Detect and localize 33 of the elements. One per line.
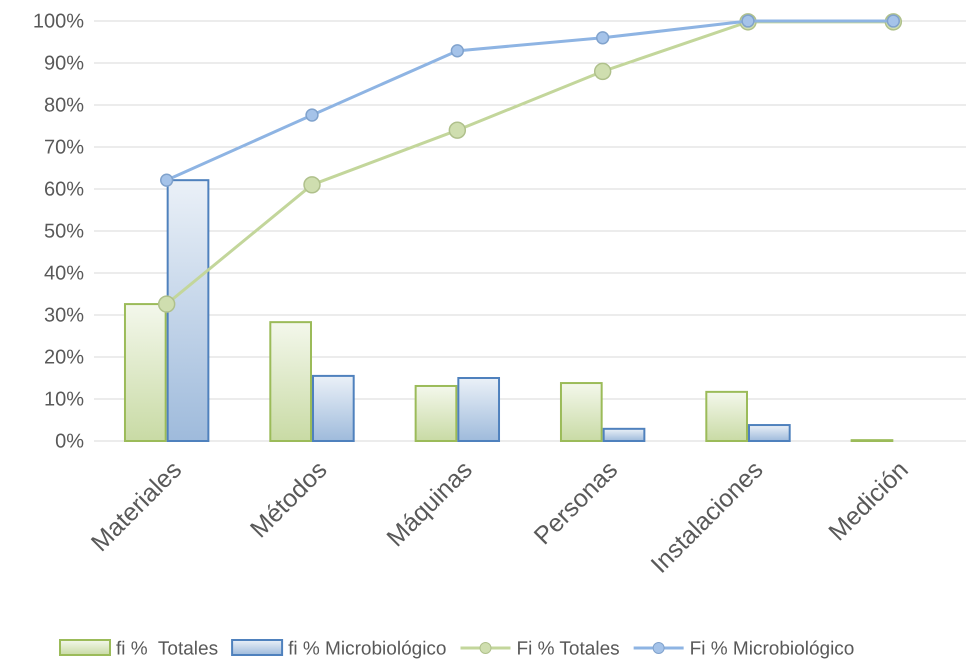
bar (166, 179, 210, 442)
legend-label: fi % Totales (116, 638, 218, 660)
legend-label: Fi % Totales (516, 638, 620, 660)
y-tick-label: 70% (44, 136, 84, 158)
y-tick-label: 60% (44, 178, 84, 200)
point (448, 121, 466, 139)
bar (602, 428, 646, 442)
y-tick-label: 30% (44, 304, 84, 326)
y-tick-label: 50% (44, 220, 84, 242)
point (594, 62, 612, 80)
point (305, 108, 319, 122)
y-tick-label: 100% (32, 10, 84, 32)
y-tick-label: 40% (44, 262, 84, 284)
y-tick-label: 10% (44, 388, 84, 410)
y-tick-label: 20% (44, 346, 84, 368)
legend-label: Fi % Microbiológico (690, 638, 854, 660)
legend-label: fi % Microbiológico (288, 638, 446, 660)
bar (269, 321, 312, 442)
y-tick-label: 80% (44, 94, 84, 116)
point (158, 295, 176, 313)
bar (457, 377, 500, 442)
y-tick-label: 90% (44, 52, 84, 74)
y-tick-label: 0% (55, 430, 84, 452)
bar (748, 424, 791, 442)
bar (705, 390, 748, 442)
point (303, 176, 321, 194)
bar (560, 382, 603, 442)
bar (414, 384, 458, 442)
point (450, 44, 464, 58)
bar (124, 303, 167, 442)
point (160, 174, 174, 187)
bar (312, 374, 355, 442)
point (596, 31, 610, 44)
